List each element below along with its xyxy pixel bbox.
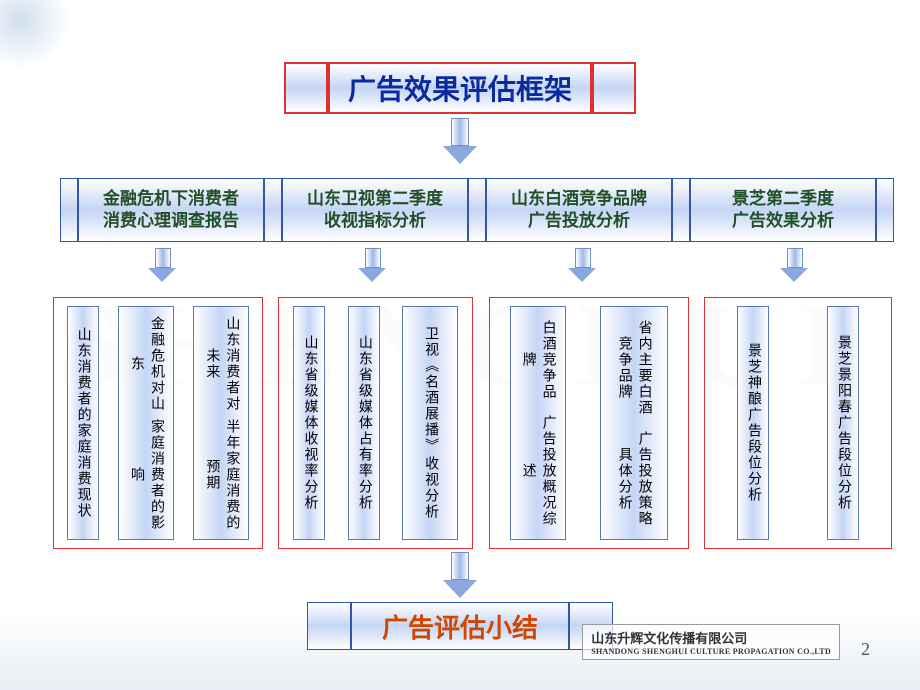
- l2-spacer: [468, 178, 486, 242]
- vline: 收视分析: [420, 456, 440, 520]
- title-text: 广告效果评估框架: [348, 68, 572, 108]
- l2-line: 广告投放分析: [528, 210, 630, 232]
- l2-spacer: [60, 178, 78, 242]
- vline: 家庭消费者的影响: [126, 417, 166, 533]
- vline: 广告投放概况综述: [518, 408, 558, 533]
- l2-line: 广告效果分析: [732, 210, 834, 232]
- vbox: 山东省级媒体收视率分析: [293, 306, 325, 540]
- conclusion-box: 广告评估小结: [351, 602, 569, 650]
- vline: 金融危机对山东: [126, 313, 166, 415]
- level3-row: 山东消费者的家庭消费现状 金融危机对山东家庭消费者的影响 山东消费者对未来半年家…: [53, 297, 892, 549]
- vbox: 山东消费者的家庭消费现状: [67, 306, 99, 540]
- arrow-l2-l3-4: [782, 248, 808, 282]
- l2-line: 山东白酒竞争品牌: [511, 188, 647, 210]
- l2-line: 景芝第二季度: [732, 188, 834, 210]
- l2-spacer: [672, 178, 690, 242]
- group-2: 山东省级媒体收视率分析 山东省级媒体占有率分析 卫视《名酒展播》收视分析: [278, 297, 473, 549]
- footer-logo: 山东升辉文化传播有限公司 SHANDONG SHENGHUI CULTURE P…: [582, 624, 840, 660]
- title-side-left: [284, 62, 328, 114]
- vbox: 白酒竞争品牌广告投放概况综述: [510, 306, 566, 540]
- corner-decoration: [0, 0, 70, 70]
- vbox: 景芝景阳春广告段位分析: [827, 306, 859, 540]
- conclusion-row: 广告评估小结: [307, 602, 613, 650]
- l2-box-2: 山东卫视第二季度 收视指标分析: [282, 178, 468, 242]
- vline: 景芝神酿广告段位分析: [743, 343, 763, 503]
- vline: 广告投放策略具体分析: [614, 424, 654, 533]
- title-box: 广告效果评估框架: [328, 62, 592, 114]
- arrow-l2-l3-3: [570, 248, 596, 282]
- group-3: 白酒竞争品牌广告投放概况综述 省内主要白酒竞争品牌广告投放策略具体分析: [489, 297, 689, 549]
- vline: 山东消费者对未来: [201, 313, 241, 416]
- vbox: 山东消费者对未来半年家庭消费的预期: [193, 306, 249, 540]
- arrow-title-to-l2: [447, 118, 473, 164]
- level2-row: 金融危机下消费者 消费心理调查报告 山东卫视第二季度 收视指标分析 山东白酒竞争…: [60, 178, 894, 242]
- l2-box-1: 金融危机下消费者 消费心理调查报告: [78, 178, 264, 242]
- l2-spacer: [264, 178, 282, 242]
- vline: 山东省级媒体收视率分析: [299, 335, 319, 511]
- arrow-l3-to-conclusion: [447, 552, 473, 598]
- vbox: 卫视《名酒展播》收视分析: [402, 306, 458, 540]
- vline: 山东省级媒体占有率分析: [354, 335, 374, 511]
- l2-line: 山东卫视第二季度: [307, 188, 443, 210]
- group-1: 山东消费者的家庭消费现状 金融危机对山东家庭消费者的影响 山东消费者对未来半年家…: [53, 297, 263, 549]
- title-row: 广告效果评估框架: [284, 62, 636, 114]
- l2-line: 收视指标分析: [324, 210, 426, 232]
- l2-spacer: [876, 178, 894, 242]
- vline: 白酒竞争品牌: [518, 313, 558, 406]
- l2-box-3: 山东白酒竞争品牌 广告投放分析: [486, 178, 672, 242]
- vline: 景芝景阳春广告段位分析: [833, 335, 853, 511]
- l2-line: 金融危机下消费者: [103, 188, 239, 210]
- group-4: 景芝神酿广告段位分析 景芝景阳春广告段位分析: [704, 297, 892, 549]
- l2-line: 消费心理调查报告: [103, 210, 239, 232]
- vbox: 省内主要白酒竞争品牌广告投放策略具体分析: [600, 306, 668, 540]
- vline: 山东消费者的家庭消费现状: [73, 327, 93, 519]
- vline: 省内主要白酒竞争品牌: [614, 313, 654, 422]
- vbox: 山东省级媒体占有率分析: [348, 306, 380, 540]
- arrow-l2-l3-1: [150, 248, 176, 282]
- arrow-l2-l3-2: [360, 248, 386, 282]
- footer-company-en: SHANDONG SHENGHUI CULTURE PROPAGATION CO…: [591, 647, 831, 656]
- l2-box-4: 景芝第二季度 广告效果分析: [690, 178, 876, 242]
- vline: 卫视《名酒展播》: [420, 326, 440, 454]
- vline: 半年家庭消费的预期: [201, 418, 241, 533]
- footer-company-cn: 山东升辉文化传播有限公司: [591, 628, 831, 647]
- concl-side-left: [307, 602, 351, 650]
- title-side-right: [592, 62, 636, 114]
- vbox: 景芝神酿广告段位分析: [737, 306, 769, 540]
- page-number: 2: [861, 639, 870, 660]
- conclusion-text: 广告评估小结: [382, 608, 538, 645]
- vbox: 金融危机对山东家庭消费者的影响: [118, 306, 174, 540]
